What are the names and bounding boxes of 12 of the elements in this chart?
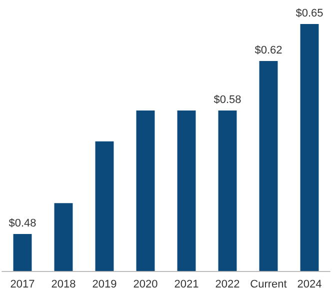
x-tick-label: 2017 xyxy=(10,278,35,290)
x-tick-label: 2022 xyxy=(215,278,240,290)
x-tick-label: 2019 xyxy=(92,278,117,290)
data-label: $0.62 xyxy=(254,44,282,57)
data-label: $0.48 xyxy=(8,217,36,230)
x-tick-label: 2021 xyxy=(174,278,199,290)
data-label: $0.65 xyxy=(296,8,324,20)
x-tick-label: 2024 xyxy=(297,278,322,290)
data-label: $0.58 xyxy=(214,94,242,106)
x-tick-label: 2018 xyxy=(51,278,76,290)
x-tick-label: 2020 xyxy=(133,278,158,290)
x-tick-label: Current xyxy=(250,278,287,290)
